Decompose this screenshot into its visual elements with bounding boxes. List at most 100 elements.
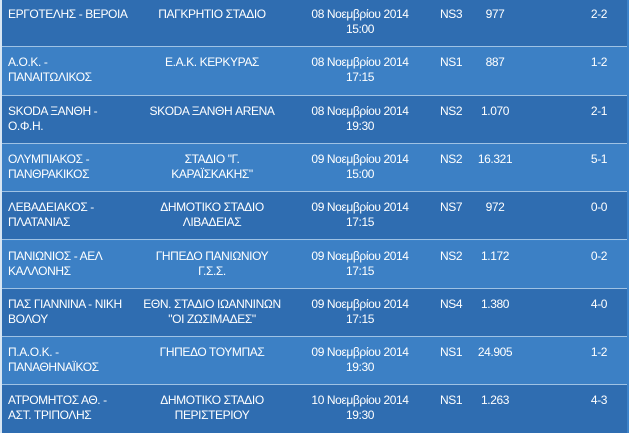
match-line: ΑΣΤ. ΤΡΙΠΟΛΗΣ	[8, 408, 92, 423]
date-cell: 09 Νοεμβρίου 2014 17:15	[300, 200, 420, 230]
stadium-cell: ΓΗΠΕΔΟ ΤΟΥΜΠΑΣ	[132, 345, 292, 360]
attendance-cell: 887	[485, 55, 505, 70]
date: 09 Νοεμβρίου 2014	[311, 248, 409, 263]
table-row: SKODA ΞΑΝΘΗ - Ο.Φ.Η. SKODA ΞΑΝΘΗ ARENA 08 Ν…	[2, 95, 627, 144]
table-row: ΠΑΣ ΓΙΑΝΝΙΝΑ - ΝΙΚΗ ΒΟΛΟΥ ΕΘΝ. ΣΤΑΔΙΟ ΙΩΑΝ…	[2, 288, 627, 338]
match-line: ΑΤΡΟΜΗΤΟΣ ΑΘ. -	[8, 393, 107, 408]
stadium-cell: ΣΤΑΔΙΟ "Γ. ΚΑΡΑΪΣΚΑΚΗΣ"	[132, 152, 292, 182]
stadium-line: "ΟΙ ΖΩΣΙΜΑΔΕΣ"	[168, 311, 256, 326]
table-row: ΟΛΥΜΠΙΑΚΟΣ - ΠΑΝΘΡΑΚΙΚΟΣ ΣΤΑΔΙΟ "Γ. ΚΑΡΑΪΣΚ…	[2, 143, 627, 193]
match-line: ΠΑΝΑΘΗΝΑΪΚΟΣ	[8, 360, 99, 375]
match-cell: ΕΡΓΟΤΕΛΗΣ - ΒΕΡΟΙΑ	[8, 7, 128, 22]
match-line: ΠΑΝΘΡΑΚΙΚΟΣ	[8, 166, 90, 181]
attendance-cell: 1.172	[480, 248, 510, 263]
time: 15:00	[345, 22, 375, 36]
stadium-cell: ΓΗΠΕΔΟ ΠΑΝΙΩΝΙΟΥ Γ.Σ.Σ.	[132, 249, 292, 279]
match-cell: Π.Α.Ο.Κ. - ΠΑΝΑΘΗΝΑΪΚΟΣ	[8, 345, 99, 375]
attendance-cell: 16.321	[477, 151, 513, 166]
date-cell: 09 Νοεμβρίου 2014 15:00	[300, 152, 420, 182]
match-cell: Α.Ο.Κ. - ΠΑΝΑΙΤΩΛΙΚΟΣ	[8, 55, 92, 85]
match-line: ΠΑΝΑΙΤΩΛΙΚΟΣ	[8, 70, 92, 85]
score-cell: 2-2	[590, 7, 608, 21]
date: 09 Νοεμβρίου 2014	[311, 200, 409, 215]
date: 08 Νοεμβρίου 2014	[311, 103, 409, 118]
time: 19:30	[345, 408, 375, 423]
match-line: ΠΑΝΙΩΝΙΟΣ - ΑΕΛ	[8, 248, 103, 263]
stadium-cell: ΔΗΜΟΤΙΚΟ ΣΤΑΔΙΟ ΠΕΡΙΣΤΕΡΙΟΥ	[132, 393, 292, 423]
date-cell: 10 Νοεμβρίου 2014 19:30	[300, 393, 420, 423]
stadium-line: ΠΕΡΙΣΤΕΡΙΟΥ	[174, 408, 250, 423]
code-cell: NS7	[440, 200, 463, 215]
code-cell: NS2	[440, 151, 463, 166]
code-cell: NS3	[440, 7, 463, 21]
stadium-line: ΣΤΑΔΙΟ "Γ.	[184, 151, 240, 166]
attendance-cell: 1.380	[480, 296, 510, 311]
attendance-cell: 977	[485, 7, 505, 21]
stadium-line: ΓΗΠΕΔΟ ΠΑΝΙΩΝΙΟΥ	[155, 248, 269, 263]
stadium-line: ΚΑΡΑΪΣΚΑΚΗΣ"	[171, 166, 253, 181]
date: 10 Νοεμβρίου 2014	[311, 393, 409, 408]
match-cell: ΠΑΣ ΓΙΑΝΝΙΝΑ - ΝΙΚΗ ΒΟΛΟΥ	[8, 297, 122, 327]
table-row: Α.Ο.Κ. - ΠΑΝΑΙΤΩΛΙΚΟΣ Ε.Α.Κ. ΚΕΡΚΥΡΑΣ 08 Νο…	[2, 47, 627, 96]
date-cell: 09 Νοεμβρίου 2014 19:30	[300, 345, 420, 375]
score-cell: 2-1	[590, 103, 608, 118]
date-cell: 08 Νοεμβρίου 2014 15:00	[300, 7, 420, 37]
code-cell: NS4	[440, 296, 463, 311]
score-cell: 4-0	[590, 296, 608, 311]
code-cell: NS2	[440, 248, 463, 263]
stadium-line: ΓΗΠΕΔΟ ΤΟΥΜΠΑΣ	[159, 345, 265, 360]
match-line: Π.Α.Ο.Κ. -	[8, 345, 59, 360]
table-row: ΛΕΒΑΔΕΙΑΚΟΣ - ΠΛΑΤΑΝΙΑΣ ΔΗΜΟΤΙΚΟ ΣΤΑΔΙΟ ΛΙΒ…	[2, 192, 627, 241]
match-line: Α.Ο.Κ. -	[8, 55, 48, 70]
date-cell: 08 Νοεμβρίου 2014 17:15	[300, 55, 420, 85]
time: 17:15	[345, 311, 375, 326]
time: 17:15	[345, 215, 375, 230]
stadium-cell: ΔΗΜΟΤΙΚΟ ΣΤΑΔΙΟ ΛΙΒΑΔΕΙΑΣ	[132, 200, 292, 230]
stadium-line: Γ.Σ.Σ.	[198, 263, 226, 278]
date: 09 Νοεμβρίου 2014	[311, 296, 409, 311]
time: 17:15	[345, 263, 375, 278]
score-cell: 0-0	[590, 200, 608, 215]
date: 08 Νοεμβρίου 2014	[311, 55, 409, 70]
match-line: SKODA ΞΑΝΘΗ -	[8, 103, 98, 118]
time: 17:15	[345, 70, 375, 85]
stadium-cell: Ε.Α.Κ. ΚΕΡΚΥΡΑΣ	[132, 55, 292, 70]
table-row: Π.Α.Ο.Κ. - ΠΑΝΑΘΗΝΑΪΚΟΣ ΓΗΠΕΔΟ ΤΟΥΜΠΑΣ 09 Ν…	[2, 337, 627, 386]
attendance-cell: 972	[485, 200, 505, 215]
score-cell: 5-1	[590, 151, 608, 166]
date-cell: 09 Νοεμβρίου 2014 17:15	[300, 297, 420, 327]
match-line: ΟΛΥΜΠΙΑΚΟΣ -	[8, 151, 90, 166]
date: 09 Νοεμβρίου 2014	[311, 345, 409, 360]
score-cell: 1-2	[590, 345, 608, 360]
time: 19:30	[345, 118, 375, 133]
stadium-cell: SKODA ΞΑΝΘΗ ARENA	[132, 104, 292, 119]
date: 08 Νοεμβρίου 2014	[311, 7, 409, 21]
time: 19:30	[345, 360, 375, 375]
match-cell: ΠΑΝΙΩΝΙΟΣ - ΑΕΛ ΚΑΛΛΟΝΗΣ	[8, 248, 103, 279]
stadium-line: ΠΑΓΚΡΗΤΙΟ ΣΤΑΔΙΟ	[158, 7, 266, 21]
attendance-cell: 24.905	[477, 345, 513, 360]
date-cell: 09 Νοεμβρίου 2014 17:15	[300, 249, 420, 279]
code-cell: NS1	[440, 345, 463, 360]
stadium-line: ΛΙΒΑΔΕΙΑΣ	[182, 215, 242, 230]
date-cell: 08 Νοεμβρίου 2014 19:30	[300, 104, 420, 134]
time: 15:00	[345, 166, 375, 181]
match-line: ΚΑΛΛΟΝΗΣ	[8, 263, 71, 278]
match-cell: ΟΛΥΜΠΙΑΚΟΣ - ΠΑΝΘΡΑΚΙΚΟΣ	[8, 151, 90, 182]
match-cell: ΛΕΒΑΔΕΙΑΚΟΣ - ΠΛΑΤΑΝΙΑΣ	[8, 200, 94, 230]
score-cell: 4-3	[590, 393, 608, 408]
match-line: ΕΡΓΟΤΕΛΗΣ - ΒΕΡΟΙΑ	[8, 7, 128, 21]
stadium-cell: ΕΘΝ. ΣΤΑΔΙΟ ΙΩΑΝΝΙΝΩΝ "ΟΙ ΖΩΣΙΜΑΔΕΣ"	[132, 297, 292, 327]
date: 09 Νοεμβρίου 2014	[311, 151, 409, 166]
stadium-line: Ε.Α.Κ. ΚΕΡΚΥΡΑΣ	[165, 55, 259, 70]
match-cell: SKODA ΞΑΝΘΗ - Ο.Φ.Η.	[8, 103, 98, 134]
code-cell: NS2	[440, 103, 463, 118]
table-row: ΑΤΡΟΜΗΤΟΣ ΑΘ. - ΑΣΤ. ΤΡΙΠΟΛΗΣ ΔΗΜΟΤΙΚΟ ΣΤΑ…	[2, 385, 627, 433]
table-row: ΠΑΝΙΩΝΙΟΣ - ΑΕΛ ΚΑΛΛΟΝΗΣ ΓΗΠΕΔΟ ΠΑΝΙΩΝΙΟΥ Γ…	[2, 240, 627, 289]
score-cell: 1-2	[590, 55, 608, 70]
attendance-cell: 1.263	[480, 393, 510, 408]
match-line: ΛΕΒΑΔΕΙΑΚΟΣ -	[8, 200, 94, 215]
attendance-cell: 1.070	[480, 103, 510, 118]
